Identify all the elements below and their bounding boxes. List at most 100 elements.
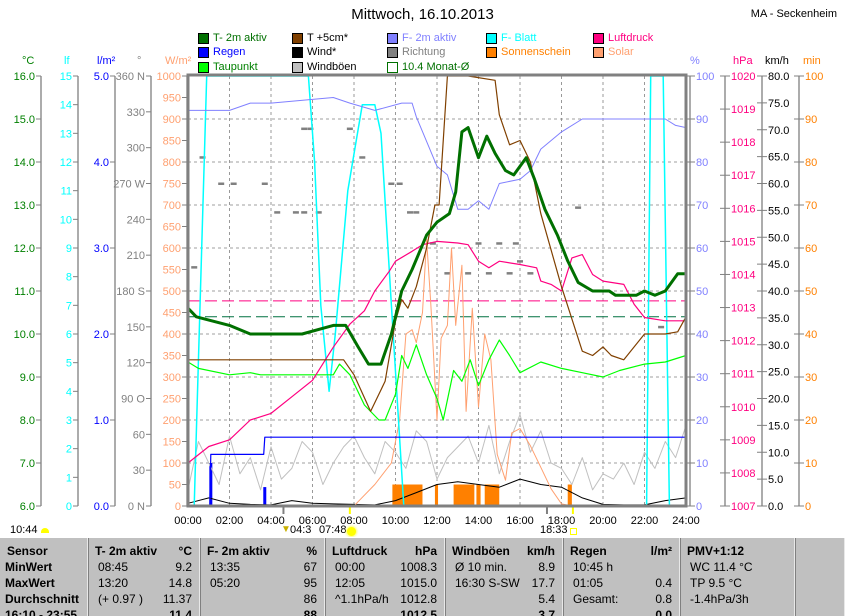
sunrise-time: 07:48 [319, 524, 347, 536]
axis-tick-label: 60 [805, 243, 817, 255]
axis-unit-label: l/m² [97, 55, 116, 67]
table-cell: Ø 10 min. [455, 560, 508, 574]
x-tick-label: 16:00 [506, 515, 534, 527]
axis-tick-label: 1012 [731, 336, 755, 348]
axis-tick-label: 0 N [128, 501, 145, 513]
sunrise-icon [347, 527, 356, 536]
axis-tick-label: 25.0 [768, 367, 789, 379]
wind-direction-mark [413, 211, 420, 214]
axis-tick-label: 30.0 [768, 340, 789, 352]
axis-tick-label: 120 [127, 358, 145, 370]
axis-unit-label: hPa [733, 55, 753, 67]
wind-direction-mark [274, 211, 281, 214]
axis-tick-label: 1000 [157, 71, 181, 83]
sunshine-bar [484, 484, 500, 506]
legend-item: Sonnenschein [486, 46, 571, 58]
table-header: PMV+1:12 [687, 544, 745, 558]
table-cell: -1.4hPa/3h [690, 592, 749, 606]
table-cell-value: 11.37 [162, 592, 192, 606]
x-tick-label: 22:00 [631, 515, 659, 527]
table-cell-value: 0.4 [655, 576, 672, 590]
table-header: Regen [570, 544, 607, 558]
statistics-table: Sensor T- 2m aktiv °C F- 2m aktiv% Luftdruck… [0, 537, 845, 616]
table-cell: 01:05 [573, 576, 604, 590]
axis-tick-label: 7.0 [20, 458, 35, 470]
axis-tick-label: 550 [163, 265, 181, 277]
axis-tick-label: 6 [66, 329, 72, 341]
axis-tick-label: 650 [163, 222, 181, 234]
legend-item: Solar [593, 46, 634, 58]
wind-direction-mark [396, 182, 403, 185]
axis-tick-label: 14.0 [14, 157, 35, 169]
legend-swatch [292, 46, 303, 58]
axis-tick-label: 200 [163, 415, 181, 427]
chart-title: Mittwoch, 16.10.2013 [351, 6, 494, 23]
series-line-windb-en [187, 414, 687, 491]
table-cell-value: 1012.5 [400, 608, 437, 616]
table-cell-value: 86 [303, 592, 317, 606]
sunset-time: 18:33 [540, 524, 568, 536]
table-column [88, 538, 200, 616]
x-tick-label: 14:00 [465, 515, 493, 527]
axis-tick-label: 45.0 [768, 259, 789, 271]
wind-direction-mark [199, 156, 206, 159]
axis-tick-label: 700 [163, 200, 181, 212]
axis-tick-label: 5 [66, 358, 72, 370]
table-header-unit: km/h [526, 544, 555, 558]
axis-tick-label: 1010 [731, 402, 755, 414]
table-header: Luftdruck [332, 544, 388, 558]
current-time: 10:44 [10, 524, 38, 536]
table-cell: 13:35 [210, 560, 241, 574]
axis-tick-label: 100 [805, 71, 823, 83]
table-cell: 13:20 [98, 576, 129, 590]
wind-direction-mark [261, 182, 268, 185]
axis-tick-label: 4.0 [94, 157, 109, 169]
table-header-unit: hPa [414, 544, 437, 558]
wind-direction-mark [346, 127, 353, 131]
axis-unit-label: km/h [765, 55, 789, 67]
legend-item: Taupunkt [198, 61, 258, 73]
plot-frame [186, 73, 688, 508]
axis-tick-label: 75.0 [768, 98, 789, 110]
axis-tick-label: 40 [805, 329, 817, 341]
wind-direction-mark [429, 242, 436, 245]
table-cell: 08:45 [98, 560, 129, 574]
axis-tick-label: 500 [163, 286, 181, 298]
legend-label: Sonnenschein [501, 46, 571, 58]
x-tick-label: 02:00 [216, 515, 244, 527]
axis-tick-label: 20.0 [768, 394, 789, 406]
table-cell: 12:05 [335, 576, 366, 590]
axis-tick-label: 250 [163, 394, 181, 406]
axis-tick-label: 1020 [731, 71, 755, 83]
legend-swatch [593, 32, 604, 44]
axis-tick-label: 400 [163, 329, 181, 341]
axis-tick-label: 7 [66, 300, 72, 312]
legend-swatch [593, 46, 604, 58]
axis-tick-label: 90 [696, 114, 708, 126]
axis-tick-label: 950 [163, 93, 181, 105]
axis-tick-label: 10 [60, 214, 72, 226]
axis-tick-label: 1018 [731, 137, 755, 149]
axis-tick-label: 1 [66, 472, 72, 484]
axis-tick-label: 300 [127, 143, 145, 155]
axis-tick-label: 6.0 [20, 501, 35, 513]
series-line-t-5cm- [188, 75, 687, 412]
axis-tick-label: 50 [805, 286, 817, 298]
axis-tick-label: 210 [127, 250, 145, 262]
axis-tick-label: 65.0 [768, 152, 789, 164]
table-cell: 16:30 S-SW [455, 576, 520, 590]
axis-tick-label: 70 [805, 200, 817, 212]
axis-tick-label: 12.0 [14, 243, 35, 255]
series-line-taupunkt [187, 339, 687, 421]
station-name: MA - Seckenheim [750, 8, 837, 20]
wind-direction-mark [407, 211, 414, 214]
table-cell-value: 0.0 [655, 608, 672, 616]
axis-tick-label: 1014 [731, 269, 755, 281]
axis-tick-label: 1009 [731, 435, 755, 447]
axis-tick-label: 600 [163, 243, 181, 255]
axis-tick-label: 13.0 [14, 200, 35, 212]
axis-unit-label: % [690, 55, 700, 67]
legend-swatch [292, 61, 303, 73]
legend-item: T +5cm* [292, 32, 348, 44]
axis-tick-label: 80 [696, 157, 708, 169]
